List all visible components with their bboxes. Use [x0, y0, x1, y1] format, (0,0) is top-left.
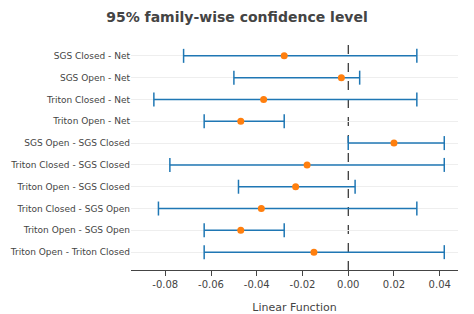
svg-text:-0.08: -0.08	[152, 279, 178, 290]
svg-text:-0.06: -0.06	[198, 279, 224, 290]
svg-text:0.00: 0.00	[337, 279, 359, 290]
svg-text:Triton Closed - Net: Triton Closed - Net	[46, 95, 130, 105]
svg-text:SGS Closed - Net: SGS Closed - Net	[54, 51, 131, 61]
svg-text:Triton Open - Net: Triton Open - Net	[52, 116, 130, 126]
svg-text:Triton Open - SGS Open: Triton Open - SGS Open	[23, 225, 130, 235]
svg-text:Linear Function: Linear Function	[252, 301, 336, 314]
svg-text:95% family-wise confidence lev: 95% family-wise confidence level	[106, 9, 368, 25]
svg-text:0.02: 0.02	[383, 279, 405, 290]
svg-text:SGS Open - SGS Closed: SGS Open - SGS Closed	[24, 138, 130, 148]
svg-text:Triton Open - SGS Closed: Triton Open - SGS Closed	[17, 182, 130, 192]
svg-text:Triton Closed - SGS Closed: Triton Closed - SGS Closed	[10, 160, 130, 170]
svg-text:SGS Open - Net: SGS Open - Net	[60, 73, 131, 83]
svg-text:-0.02: -0.02	[290, 279, 316, 290]
svg-text:Triton Open - Triton Closed: Triton Open - Triton Closed	[10, 247, 130, 257]
svg-text:0.04: 0.04	[429, 279, 451, 290]
svg-text:-0.04: -0.04	[244, 279, 270, 290]
svg-text:Triton Closed - SGS Open: Triton Closed - SGS Open	[17, 204, 130, 214]
